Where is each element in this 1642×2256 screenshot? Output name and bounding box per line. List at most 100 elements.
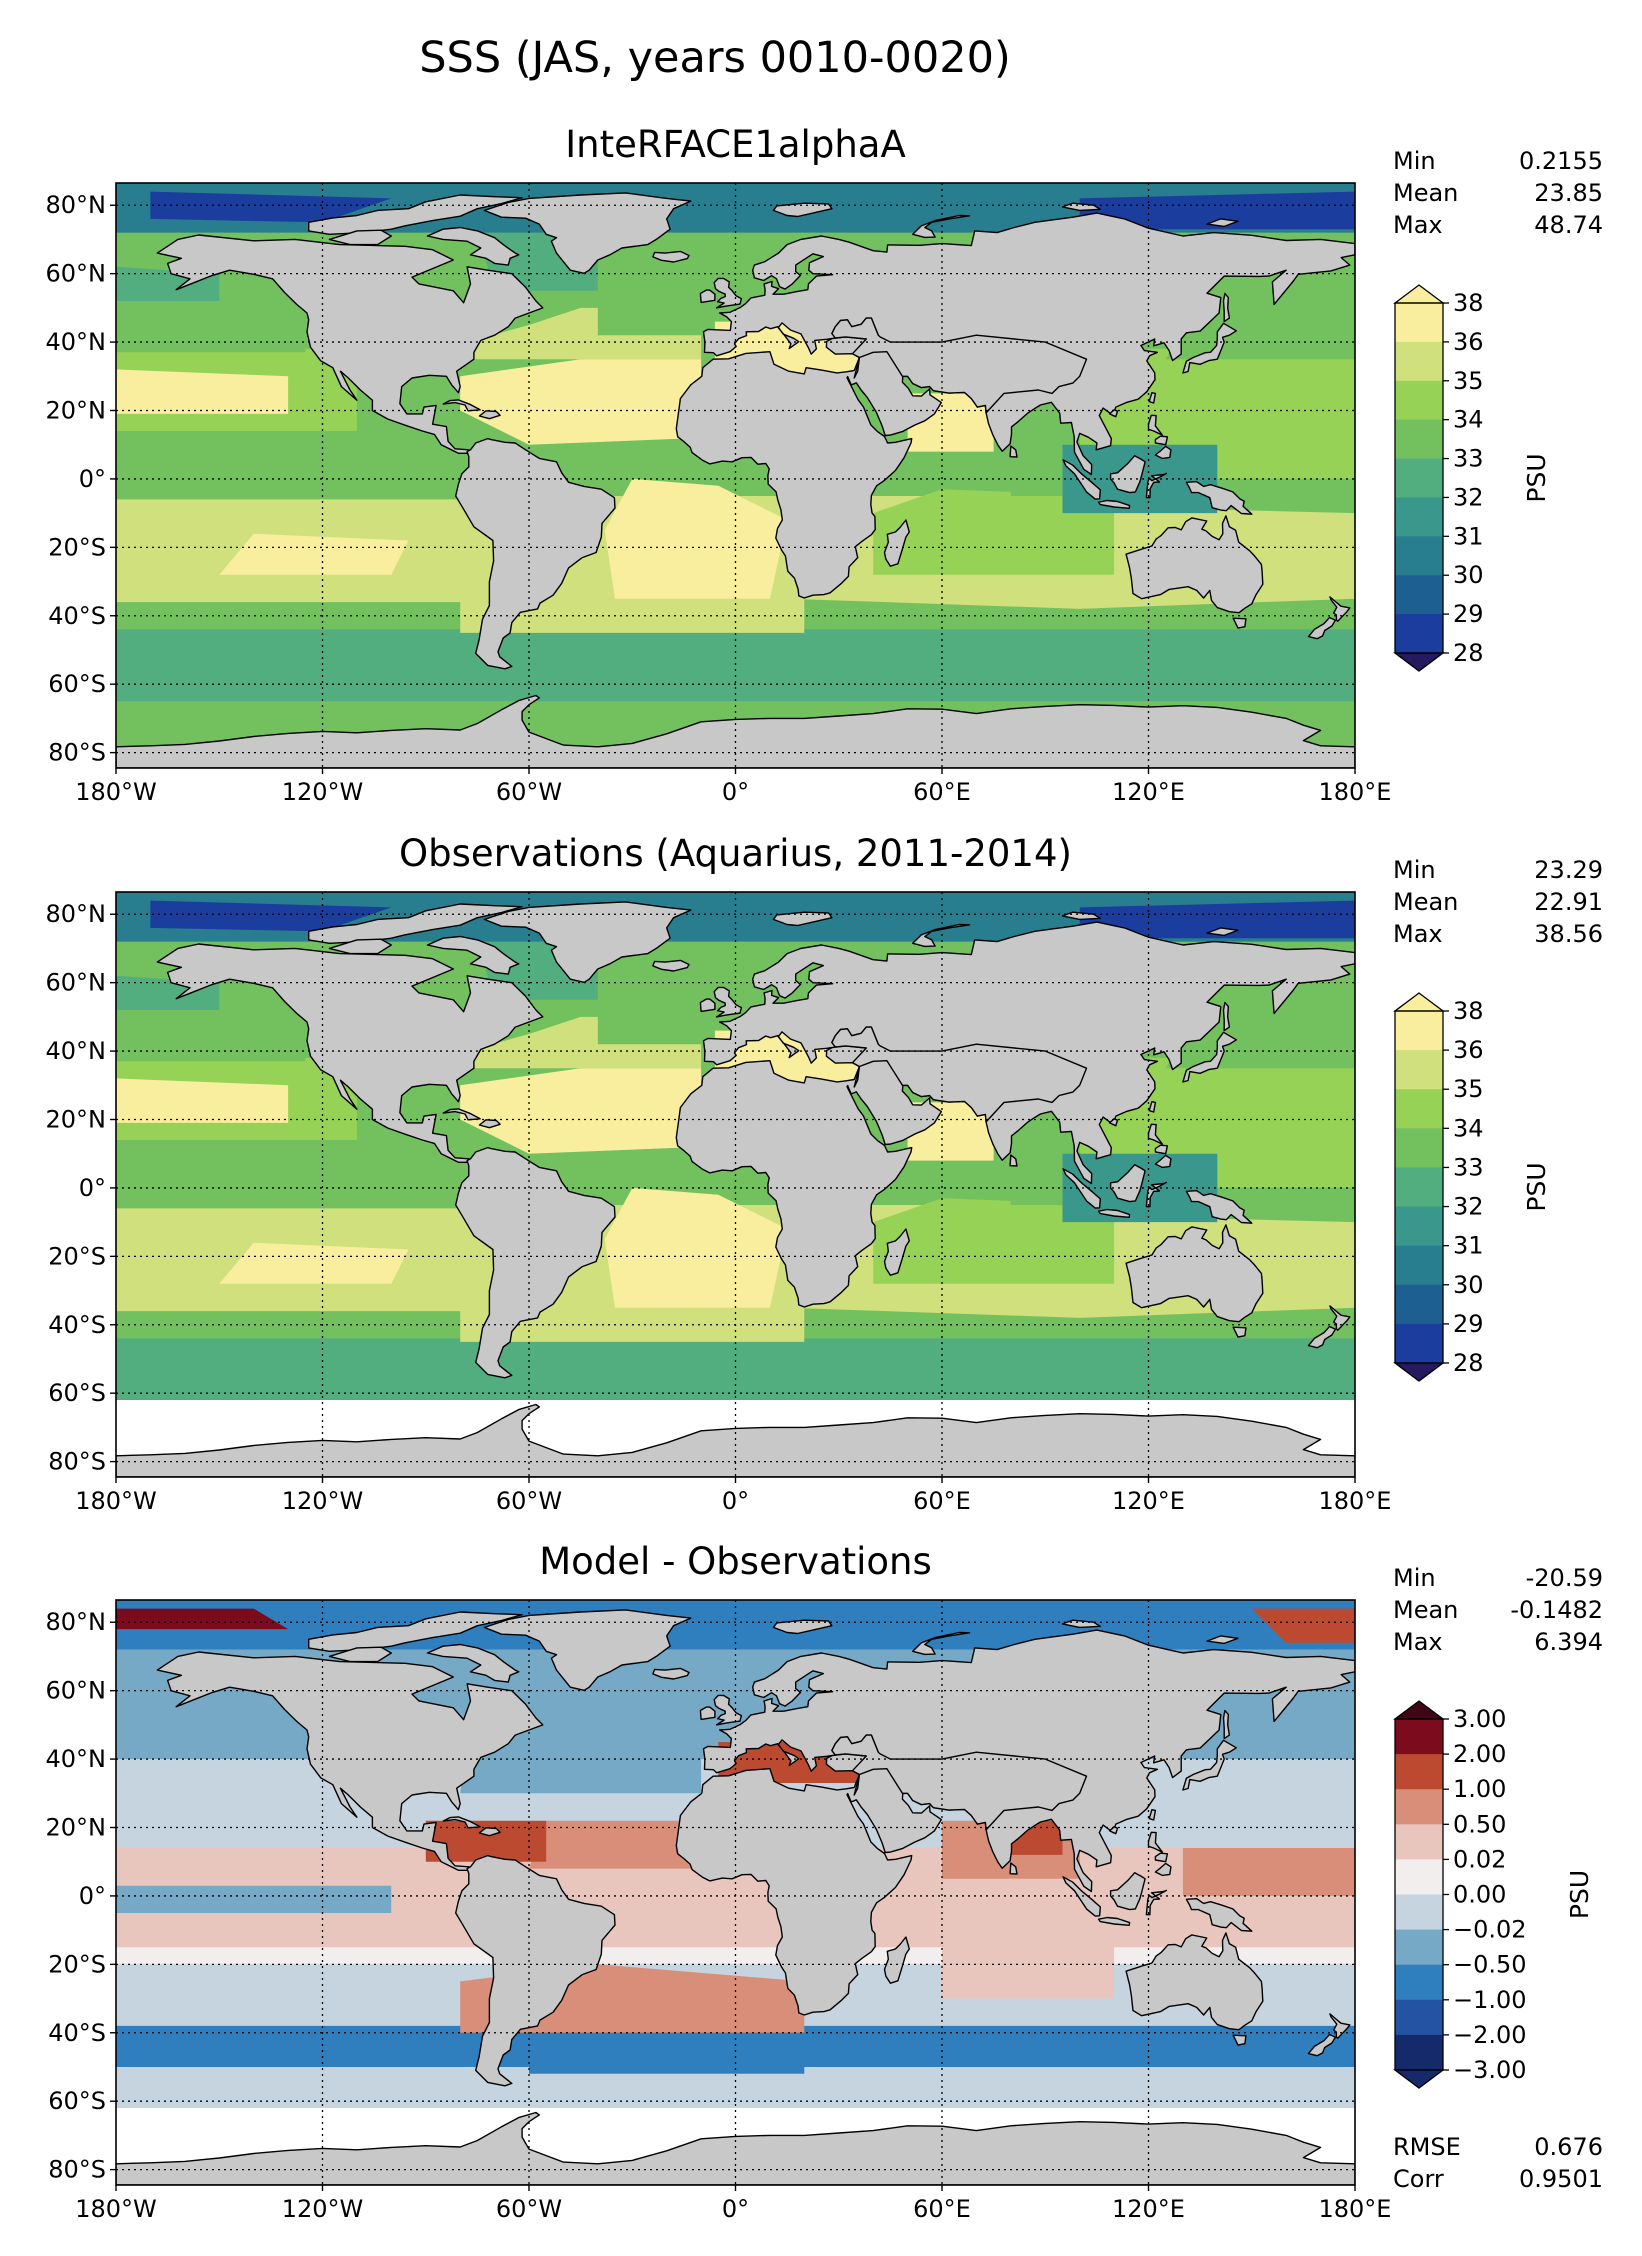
colorbar-segment [1395, 536, 1443, 576]
y-tick-label: 20°N [46, 1814, 107, 1842]
colorbar-tick-label: −2.00 [1453, 2021, 1527, 2049]
y-tick-label: 0° [79, 1882, 106, 1910]
colorbar-extend-max [1393, 284, 1445, 304]
stat-value: 6.394 [1534, 1628, 1603, 1656]
land-visayas [1154, 1852, 1169, 1863]
colorbar-segment [1395, 303, 1443, 343]
land-tasmania [1232, 1326, 1247, 1338]
colorbar-segment [1395, 1167, 1443, 1208]
colorbar-segment [1395, 1206, 1443, 1247]
y-tick-label: 40°S [48, 2019, 106, 2047]
colorbar-segment [1395, 1323, 1443, 1364]
colorbar-tick-label: 0.02 [1453, 1845, 1506, 1873]
colorbar-frame [1394, 1010, 1444, 1364]
land-north-america [156, 1651, 544, 1872]
y-tick-label: 60°N [46, 969, 107, 997]
colorbar-tick-label: −3.00 [1453, 2056, 1527, 2084]
land-africa-eurasia [675, 921, 1355, 1308]
colorbar-segment [1395, 1719, 1443, 1755]
colorbar-tick-label: 34 [1453, 1114, 1484, 1142]
colorbar-tick-label: 0.50 [1453, 1810, 1506, 1838]
salinity-zone [116, 1136, 461, 1209]
land-nz-south [1307, 1325, 1337, 1349]
colorbar-segment [1395, 1754, 1443, 1790]
salinity-zone [150, 900, 392, 932]
salinity-zone [460, 1731, 702, 1794]
stat-label: Max [1393, 1628, 1443, 1656]
land-luzon [1147, 1831, 1164, 1853]
stat-label: Max [1393, 920, 1443, 948]
colorbar: 38 36 35 34 33 32 31 30 29 28 PSU [1393, 992, 1551, 1382]
land-new-siberian [1206, 1635, 1239, 1645]
land-cuba [442, 399, 481, 412]
colorbar-segment [1395, 380, 1443, 421]
land-sumatra [1062, 1876, 1102, 1917]
salinity-zone [1010, 410, 1080, 496]
panel-2: Observations (Aquarius, 2011-2014) 180°W 1… [46, 832, 1604, 1515]
stat-label: Min [1393, 147, 1436, 175]
y-tick-label: 60°S [48, 2087, 106, 2115]
land-uk [713, 986, 743, 1018]
colorbar-segment [1395, 1894, 1443, 1931]
land-luzon [1147, 1123, 1164, 1145]
colorbar-segment [1395, 1284, 1443, 1325]
land-uk [713, 277, 743, 309]
salinity-zone [425, 1820, 547, 1862]
land-baffin [426, 935, 520, 975]
colorbar-segment [1395, 614, 1443, 654]
x-tick-label: 120°E [1112, 778, 1185, 806]
land-nz-north [1329, 2013, 1351, 2039]
colorbar-segment [1395, 1245, 1443, 1286]
salinity-zone [116, 427, 461, 500]
y-tick-label: 60°N [46, 1677, 107, 1705]
land-sakhalin [1222, 1709, 1231, 1740]
colorbar-tick-label: 38 [1453, 289, 1484, 317]
land-madagascar [883, 1228, 910, 1276]
x-tick-label: 180°E [1319, 778, 1392, 806]
salinity-zone [1251, 1608, 1355, 1643]
x-tick-label: 60°W [496, 2195, 562, 2223]
land-luzon [1147, 414, 1164, 436]
stat-label: Corr [1393, 2165, 1444, 2193]
land-svalbard [772, 1619, 833, 1635]
figure-title: SSS (JAS, years 0010-0020) [419, 33, 1010, 83]
colorbar-tick-label: 30 [1453, 1271, 1484, 1299]
colorbar-segment [1395, 1789, 1443, 1825]
salinity-zone [460, 359, 702, 445]
colorbar: 3.00 2.00 1.00 0.50 0.02 0.00 −0.02 −0.50 −1.00 −… [1393, 1700, 1594, 2089]
y-tick-label: 60°N [46, 260, 107, 288]
colorbar-extend-min [1393, 1362, 1445, 1382]
panel-title: Model - Observations [539, 1540, 932, 1583]
salinity-zone [604, 1187, 788, 1308]
salinity-zone [219, 1242, 409, 1284]
x-tick-label: 0° [722, 1487, 749, 1515]
land-sakhalin [1222, 1001, 1231, 1032]
land-java [1097, 1208, 1131, 1219]
land-novaya-zemlya [912, 214, 971, 239]
y-tick-label: 80°S [48, 1448, 106, 1476]
colorbar-tick-label: 31 [1453, 522, 1484, 550]
land-victoria-island [328, 938, 392, 955]
colorbar-tick-label: 31 [1453, 1232, 1484, 1260]
x-tick-label: 120°W [282, 2195, 364, 2223]
stat-value: -0.1482 [1510, 1596, 1603, 1624]
x-tick-label: 120°W [282, 778, 364, 806]
land-australia [1125, 1224, 1264, 1323]
stat-value: 0.676 [1534, 2133, 1603, 2161]
colorbar-segment [1395, 1999, 1443, 2036]
colorbar: 38 36 35 34 33 32 31 30 29 28 PSU [1393, 284, 1551, 672]
salinity-zone [116, 1078, 289, 1123]
land-south-america [455, 437, 616, 670]
salinity-zone [116, 1885, 392, 1913]
colorbar-frame [1394, 302, 1444, 654]
x-tick-label: 180°W [75, 2195, 157, 2223]
land-hispaniola [478, 1827, 501, 1837]
stat-value: 48.74 [1534, 211, 1603, 239]
salinity-zone [460, 1068, 702, 1154]
land-south-america [455, 1854, 616, 2087]
salinity-zone [150, 191, 392, 223]
stat-label: Mean [1393, 179, 1458, 207]
y-tick-label: 20°S [48, 533, 106, 561]
land-ireland [699, 289, 716, 304]
colorbar-tick-label: 3.00 [1453, 1705, 1506, 1733]
